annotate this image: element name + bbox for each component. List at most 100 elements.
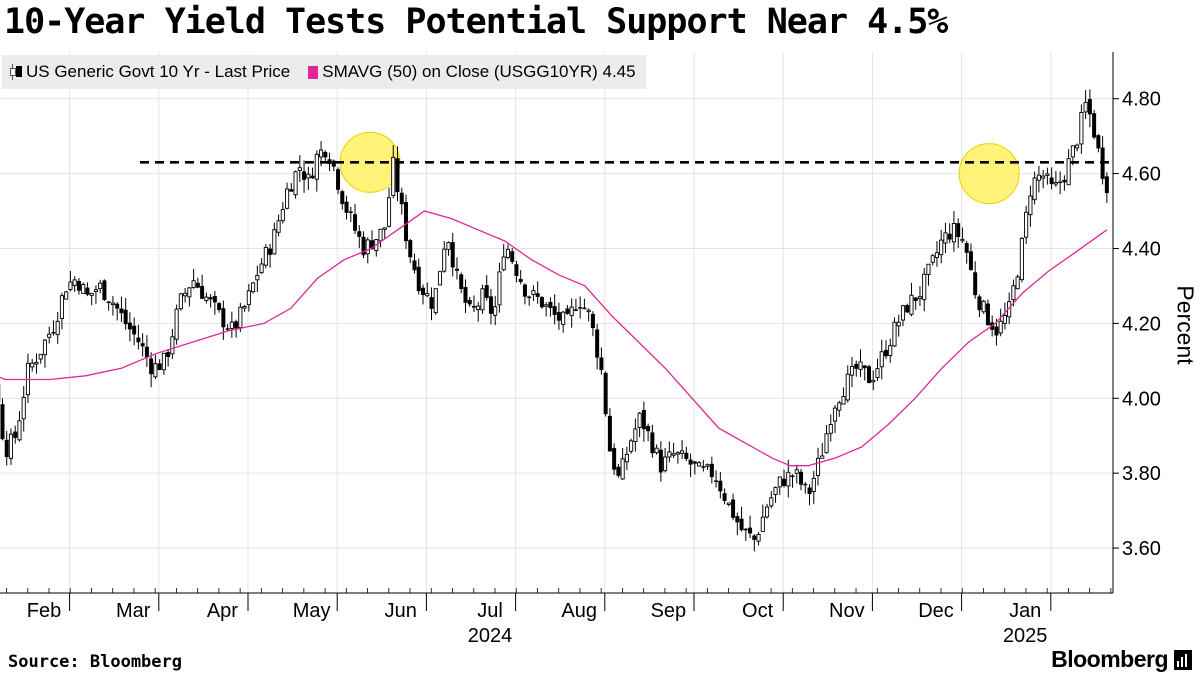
candle-body-up [769,497,774,507]
x-tick-label: Aug [561,600,597,622]
candle-body-up [756,534,761,542]
candle-body-down [565,308,570,314]
candle-body-down [947,233,952,240]
candle-body-down [973,272,978,296]
candle-body-down [535,293,540,297]
bars-icon [1174,649,1192,670]
candle-body-up [55,320,60,336]
candle-body-down [136,337,141,343]
candle-body-up [437,271,443,286]
x-tick-label: Jun [385,600,417,622]
candle-body-up [17,420,22,441]
candle-body-down [1092,113,1097,138]
candle-body-down [799,471,804,485]
candle-body-up [1079,112,1084,145]
candle-body-up [42,339,48,356]
x-tick-label: Feb [27,600,61,622]
candle-body-down [1049,177,1054,185]
candle-body-down [353,214,358,231]
candle-body-down [234,321,239,329]
legend-price-label: US Generic Govt 10 Yr - Last Price [26,62,291,81]
candle-body-up [1028,195,1033,216]
x-tick-label: Sep [651,600,687,622]
candle-body-down [968,251,973,270]
candle-body-up [917,296,923,300]
candle-body-up [272,229,277,255]
candle-body-down [310,175,315,179]
candle-body-up [319,149,324,158]
highlight-circle [958,143,1020,205]
candle-body-down [140,343,145,347]
candle-body-up [386,197,392,227]
legend: US Generic Govt 10 Yr - Last Price SMAVG… [2,55,646,89]
candle-body-down [13,431,18,438]
candle-body-up [875,368,880,378]
candle-body-up [858,361,863,370]
candle-body-down [527,296,532,299]
candle-body-up [89,292,94,296]
candle-body-up [476,305,481,310]
candle-body-down [782,478,787,486]
source-note: Source: Bloomberg [8,652,182,672]
candle-body-down [450,242,455,268]
candle-body-up [263,246,268,266]
candle-body-down [684,452,689,459]
candle-body-down [408,240,413,258]
x-tick-label: Apr [207,600,238,622]
candle-body-down [722,493,727,501]
legend-item-sma: SMAVG (50) on Close (USGG10YR) 4.45 [308,62,636,82]
candle-body-up [671,453,676,456]
x-tick-label: Dec [918,600,954,622]
candle-body-up [1075,144,1080,149]
candle-body-down [166,352,171,357]
candle-body-down [573,309,578,311]
candle-body-up [654,447,659,454]
candle-body-down [701,466,706,468]
candle-body-up [697,462,702,467]
candle-body-up [1015,276,1020,290]
candle-body-up [773,487,778,496]
candle-body-up [998,320,1003,334]
candle-body-down [748,527,753,534]
candle-body-up [34,361,39,365]
x-tick-label: Mar [116,600,151,622]
candle-body-up [93,289,98,292]
candle-body-up [922,273,927,301]
x-tick-label: Oct [742,600,774,622]
candle-body-down [1058,181,1063,184]
candle-body-up [297,167,302,171]
candle-body-up [72,279,77,286]
candle-body-up [879,351,884,368]
candle-body-up [680,450,685,454]
candle-body-up [446,242,451,250]
candle-body-up [497,271,502,306]
candle-body-down [1062,179,1067,183]
candle-body-up [926,263,931,275]
candle-body-up [951,223,956,243]
candle-body-down [518,278,523,283]
candle-body-up [726,502,731,505]
candle-body-down [556,312,561,321]
x-tick-label: May [293,600,331,622]
candle-body-up [480,288,485,311]
candle-body-up [21,396,26,420]
candle-body-down [76,280,81,291]
candle-body-up [47,333,52,338]
candle-body-down [289,189,294,192]
candle-body-up [276,220,281,233]
chart-title: 10-Year Yield Tests Potential Support Ne… [4,2,948,42]
candle-body-down [268,248,273,255]
x-tick-label: Jul [477,600,503,622]
candle-body-down [803,483,808,486]
candle-body-down [854,363,859,369]
candle-body-down [327,159,332,165]
candle-body-up [505,248,510,258]
candle-body-down [718,480,723,492]
candle-body-up [1032,177,1037,201]
candle-body-down [340,191,345,205]
candle-body-up [1070,145,1075,158]
x-tick-label: Jan [1009,600,1041,622]
candle-body-up [30,362,35,368]
candle-body-up [183,292,188,297]
candle-body-up [960,238,965,242]
